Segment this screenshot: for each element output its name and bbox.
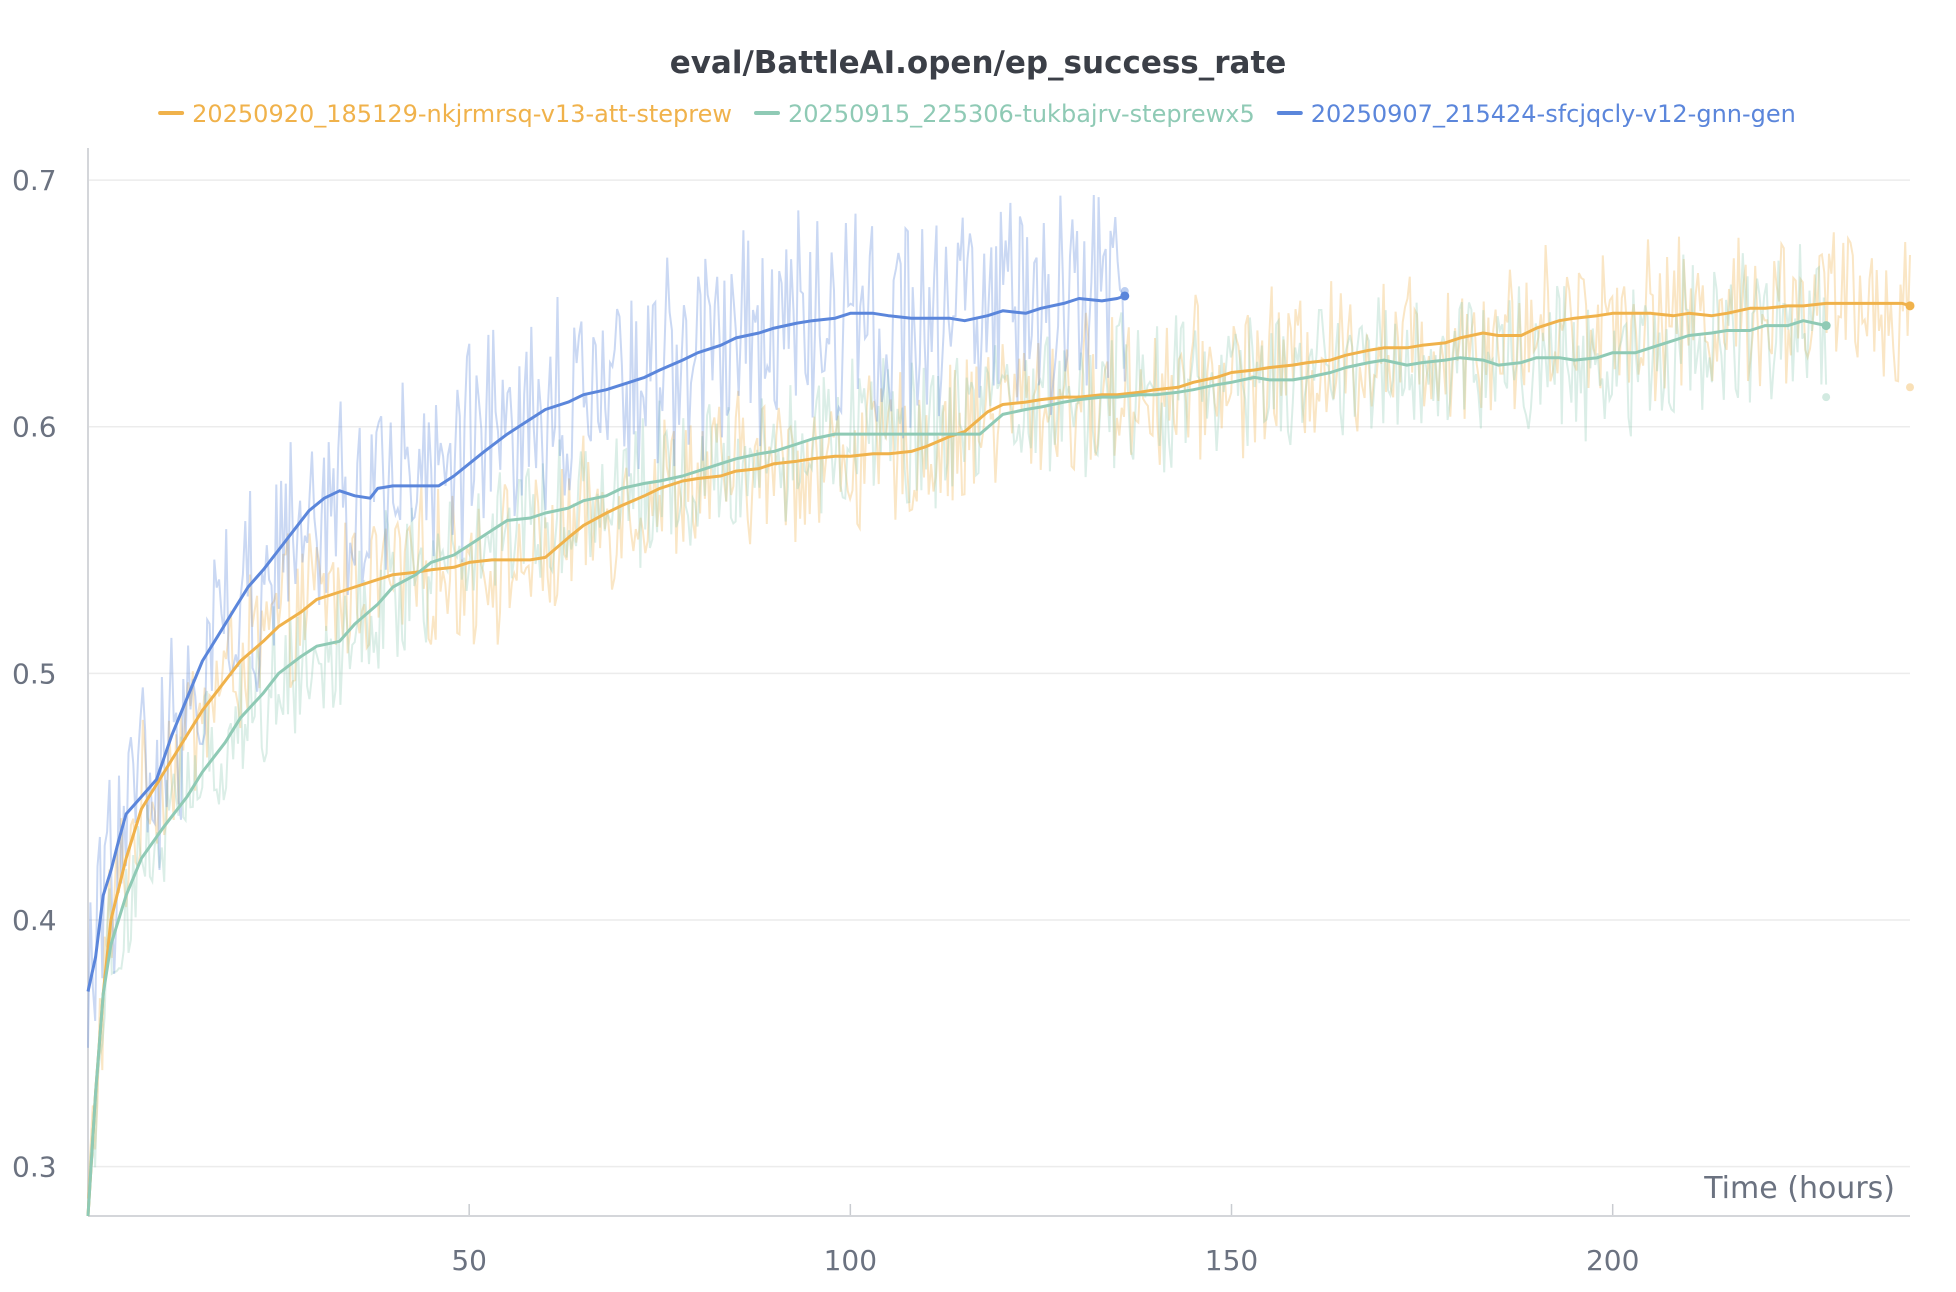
y-tick-label: 0.7 xyxy=(12,164,57,197)
chart-title: eval/BattleAI.open/ep_success_rate xyxy=(670,45,1287,81)
x-tick-label: 100 xyxy=(824,1244,877,1277)
raw-series xyxy=(87,194,1911,1217)
legend-item: 20250907_215424-sfcjqcly-v12-gnn-gen xyxy=(1276,100,1796,128)
series-raw-end-point xyxy=(1906,383,1914,392)
series-line xyxy=(86,294,1126,992)
series-end-point xyxy=(1821,321,1831,331)
x-tick-label: 150 xyxy=(1205,1244,1258,1277)
y-tick-label: 0.5 xyxy=(12,657,57,690)
y-tick-label: 0.4 xyxy=(12,904,57,937)
x-tick-label: 50 xyxy=(451,1244,487,1277)
series-line xyxy=(86,319,1827,1217)
legend-label: 20250915_225306-tukbajrv-steprewx5 xyxy=(788,100,1255,128)
raw-series-line xyxy=(87,194,1126,1048)
grid xyxy=(88,179,1910,1168)
y-tick-label: 0.6 xyxy=(12,411,57,444)
legend-label: 20250920_185129-nkjrmrsq-v13-att-steprew xyxy=(192,100,732,128)
tick-labels: 0.3 0.4 0.5 0.6 0.7 50 100 150 200 xyxy=(12,164,1639,1277)
series-raw-end-point xyxy=(1822,393,1831,402)
raw-series-line xyxy=(87,244,1828,1217)
axes xyxy=(87,148,1910,1217)
x-tick-label: 200 xyxy=(1586,1244,1639,1277)
series-end-point xyxy=(1905,301,1915,311)
legend: 20250920_185129-nkjrmrsq-v13-att-steprew… xyxy=(158,100,1796,128)
series-raw-end-point xyxy=(1120,287,1129,296)
legend-label: 20250907_215424-sfcjqcly-v12-gnn-gen xyxy=(1311,100,1796,128)
legend-item: 20250920_185129-nkjrmrsq-v13-att-steprew xyxy=(158,100,732,128)
legend-item: 20250915_225306-tukbajrv-steprewx5 xyxy=(754,100,1255,128)
series-end-point xyxy=(1120,291,1130,301)
y-tick-label: 0.3 xyxy=(12,1151,57,1184)
x-axis-label: Time (hours) xyxy=(1703,1171,1895,1206)
smoothed-series xyxy=(86,287,1915,1217)
series-line xyxy=(86,301,1911,1217)
